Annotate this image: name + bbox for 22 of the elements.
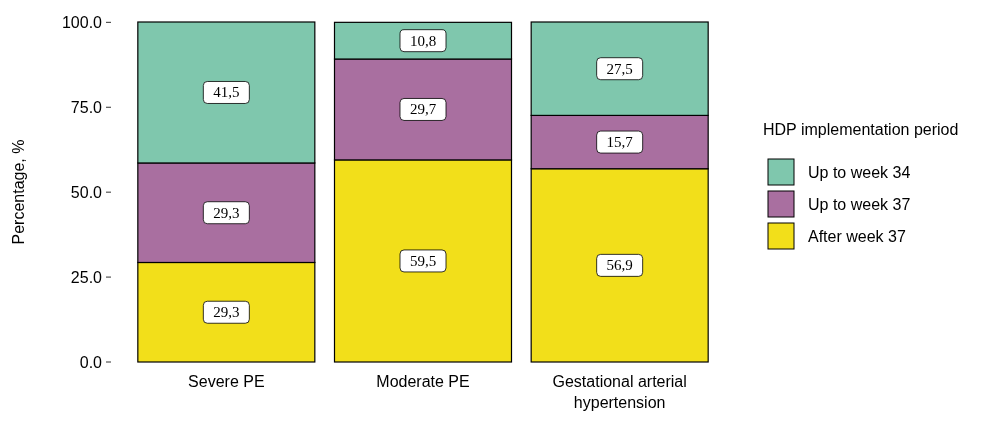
y-tick-label: 50.0 xyxy=(70,184,103,202)
legend-label: Up to week 34 xyxy=(808,164,911,181)
legend-label: Up to week 37 xyxy=(808,196,911,213)
legend-title: HDP implementation period xyxy=(763,121,959,138)
data-label: 41,5 xyxy=(213,84,240,101)
x-tick-label: Moderate PE xyxy=(376,373,470,390)
data-label: 59,5 xyxy=(409,252,437,269)
y-tick-label: 75.0 xyxy=(70,99,103,117)
y-tick-label: 0.0 xyxy=(79,354,103,371)
data-label: 29,3 xyxy=(213,304,240,321)
y-axis-title: Percentage, % xyxy=(10,139,27,245)
data-label: 29,3 xyxy=(213,204,240,221)
x-tick-label: Gestational arterial hypertension xyxy=(552,373,687,411)
x-tick-label: Severe PE xyxy=(188,373,265,390)
y-tick-label: 25.0 xyxy=(70,269,103,287)
data-label: 15,7 xyxy=(606,134,634,151)
data-label: 27,5 xyxy=(606,60,633,77)
data-label: 10,8 xyxy=(409,32,437,49)
y-tick-label: 100.0 xyxy=(61,14,103,32)
legend-label: After week 37 xyxy=(808,228,906,245)
data-label: 56,9 xyxy=(606,257,633,274)
data-label: 29,7 xyxy=(409,101,437,118)
